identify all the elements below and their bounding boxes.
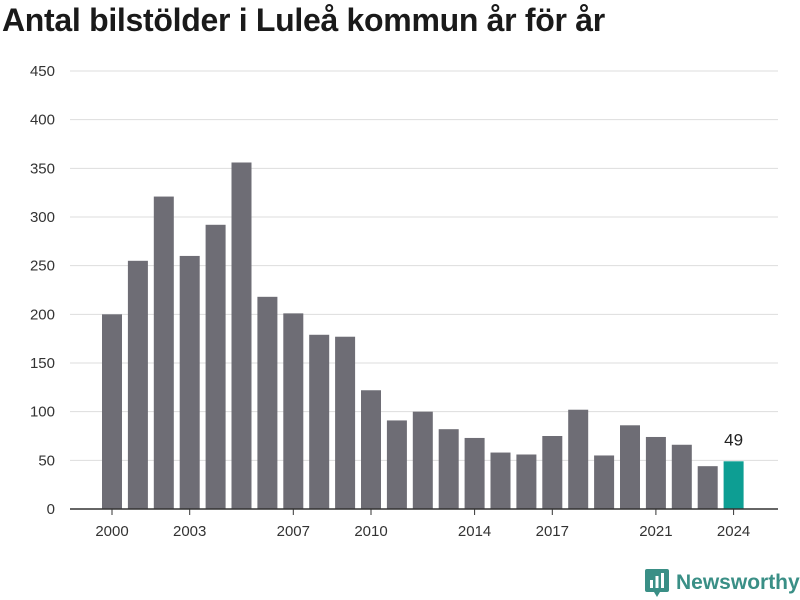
bar xyxy=(620,425,640,509)
y-tick-label: 200 xyxy=(30,306,55,323)
bar xyxy=(309,334,330,509)
highlight-bar xyxy=(723,461,744,509)
bar xyxy=(361,390,381,509)
y-tick-label: 300 xyxy=(30,209,55,226)
y-tick-label: 150 xyxy=(30,355,55,372)
y-tick-label: 100 xyxy=(30,404,55,421)
bar xyxy=(490,452,511,509)
bar xyxy=(516,454,537,509)
bar xyxy=(542,436,563,509)
x-tick-label: 2014 xyxy=(458,523,491,540)
x-tick-label: 2017 xyxy=(536,523,569,540)
bar xyxy=(179,255,200,509)
chart-title: Antal bilstölder i Luleå kommun år för å… xyxy=(2,2,605,38)
x-tick-label: 2021 xyxy=(639,523,672,540)
bar xyxy=(671,444,692,509)
newsworthy-logo-icon xyxy=(645,569,669,597)
x-tick-label: 2024 xyxy=(717,523,750,540)
bar xyxy=(464,437,485,509)
bar xyxy=(127,260,148,509)
bar xyxy=(645,436,666,509)
bar xyxy=(257,296,278,509)
bar xyxy=(386,420,407,509)
bar xyxy=(102,314,122,509)
y-tick-label: 400 xyxy=(30,112,55,129)
x-tick-label: 2000 xyxy=(95,523,128,540)
brand-logo: Newsworthy xyxy=(644,568,800,598)
x-tick-label: 2007 xyxy=(277,523,310,540)
y-tick-label: 350 xyxy=(30,160,55,177)
bar xyxy=(412,411,433,509)
y-tick-label: 250 xyxy=(30,258,55,275)
bar xyxy=(205,224,226,509)
bar xyxy=(153,196,174,509)
bar xyxy=(697,466,718,509)
bar xyxy=(568,409,589,509)
x-tick-label: 2010 xyxy=(354,523,387,540)
bar xyxy=(438,429,459,509)
bar xyxy=(335,336,356,509)
data-label: 49 xyxy=(724,430,743,449)
y-tick-label: 450 xyxy=(30,63,55,80)
bar xyxy=(283,313,304,509)
bar xyxy=(594,455,615,509)
bar xyxy=(231,162,252,509)
brand-name: Newsworthy xyxy=(676,571,800,594)
x-tick-label: 2003 xyxy=(173,523,206,540)
y-tick-label: 50 xyxy=(38,452,55,469)
y-tick-label: 0 xyxy=(47,501,55,518)
